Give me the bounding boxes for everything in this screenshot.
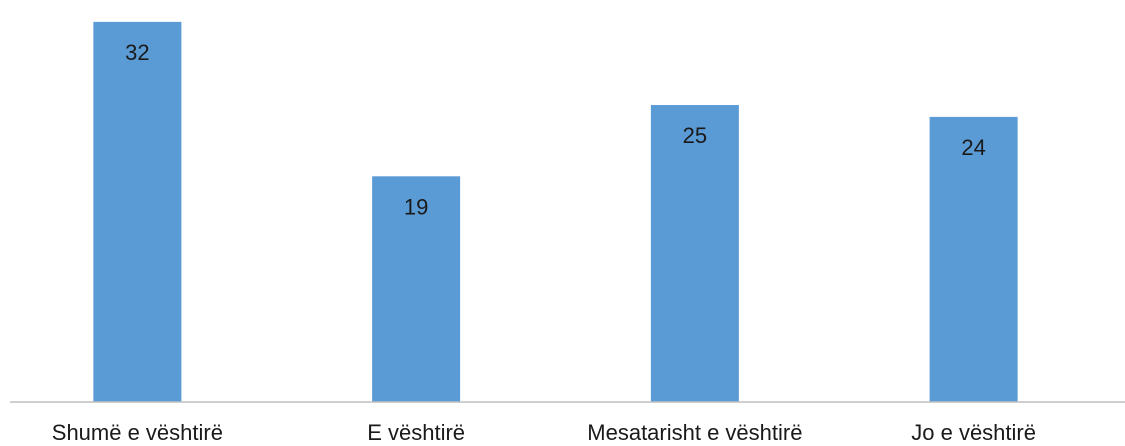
bars-group: 32 19 25 24	[93, 21, 1018, 403]
data-label-2: 25	[683, 123, 707, 148]
category-label-1: E vështirë	[367, 420, 465, 445]
bar-3	[929, 116, 1018, 402]
bar-0	[93, 21, 182, 403]
bar-1	[372, 176, 461, 402]
data-label-1: 19	[404, 194, 428, 219]
category-label-2: Mesatarisht e vështirë	[587, 420, 802, 445]
category-labels: Shumë e vështirë E vështirë Mesatarisht e …	[52, 420, 1036, 445]
category-label-3: Jo e vështirë	[911, 420, 1036, 445]
data-label-0: 32	[125, 40, 149, 65]
category-label-0: Shumë e vështirë	[52, 420, 223, 445]
data-label-3: 24	[961, 135, 985, 160]
bar-2	[650, 105, 739, 402]
